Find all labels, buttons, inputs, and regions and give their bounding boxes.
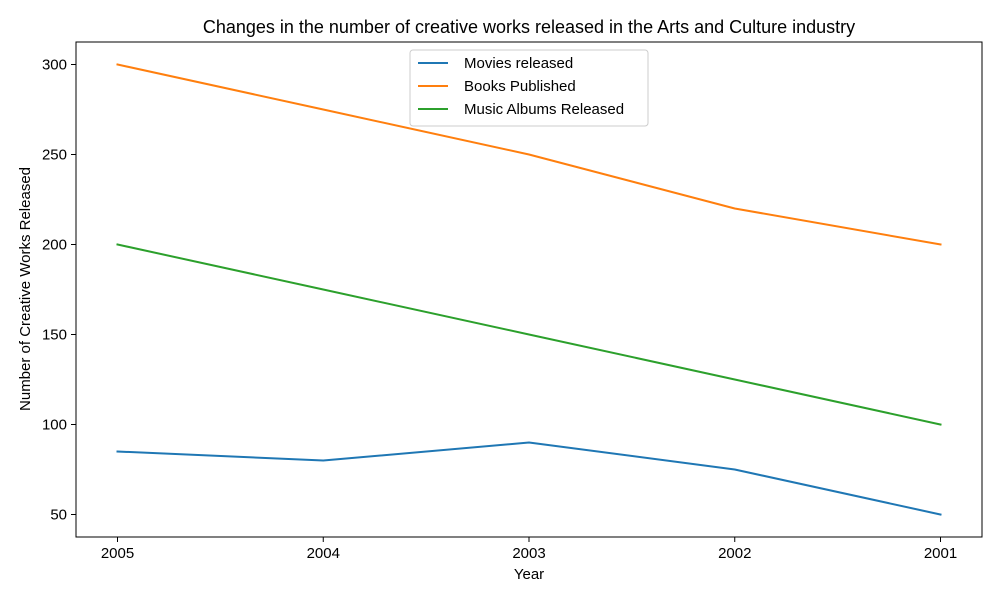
plot-area: 2005 2004 2003 2002 2001 50 100 150 200 250 300 (42, 41, 983, 562)
series-line (116, 243, 942, 426)
x-tick-label: 2005 (101, 545, 134, 562)
y-tick-label: 100 (42, 417, 67, 434)
x-tick-label: 2001 (924, 545, 957, 562)
y-tick-label: 250 (42, 147, 67, 164)
legend-label: Movies released (464, 55, 573, 72)
legend-label: Music Albums Released (464, 101, 624, 118)
legend-box (409, 49, 649, 127)
x-tick-label: 2003 (512, 545, 545, 562)
y-tick-label: 50 (50, 507, 67, 524)
series-line (116, 441, 942, 516)
legend: Movies released Books Published Music Albu… (409, 49, 649, 127)
x-tick-label: 2004 (307, 545, 340, 562)
chart-title: Changes in the number of creative works … (203, 17, 855, 37)
y-tick-label: 300 (42, 57, 67, 74)
y-tick-label: 200 (42, 237, 67, 254)
y-axis-label: Number of Creative Works Released (17, 167, 34, 411)
x-axis-label: Year (514, 566, 544, 583)
y-tick-label: 150 (42, 327, 67, 344)
series-line (116, 63, 942, 246)
x-tick-label: 2002 (718, 545, 751, 562)
legend-label: Books Published (464, 78, 576, 95)
